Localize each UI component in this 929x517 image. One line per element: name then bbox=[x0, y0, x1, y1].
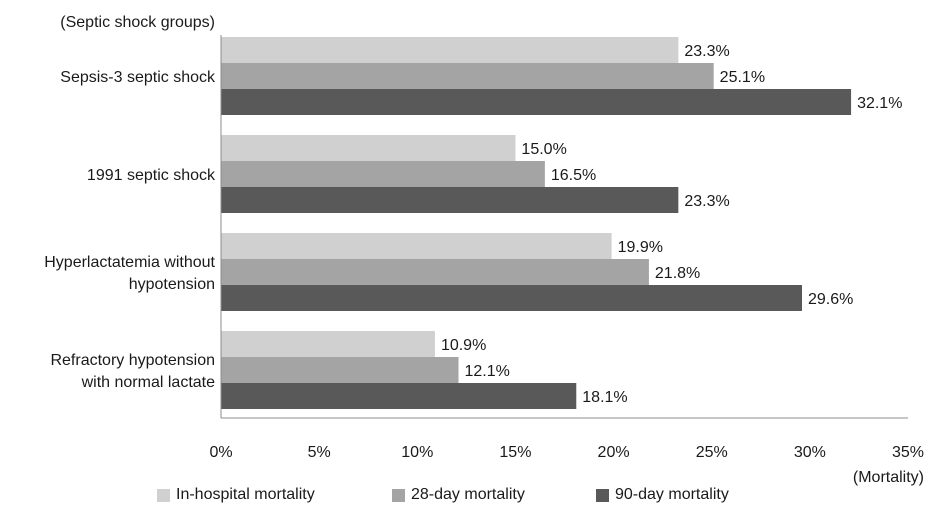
data-label-2-3: 23.3% bbox=[684, 193, 729, 210]
category-label-1: Sepsis-3 septic shock bbox=[60, 69, 216, 86]
legend-label-in-hospital: In-hospital mortality bbox=[176, 486, 315, 503]
legend-label-90-day: 90-day mortality bbox=[615, 486, 729, 503]
x-tick-label-4: 15% bbox=[499, 444, 531, 461]
bar-2-2 bbox=[221, 161, 545, 187]
data-labels-group: 23.3% 25.1% 32.1% 15.0% 16.5% 23.3% 19.9% 21.8%… bbox=[441, 43, 903, 406]
bar-4-1 bbox=[221, 331, 435, 357]
x-tick-label-1: 0% bbox=[209, 444, 232, 461]
legend-item-in-hospital: In-hospital mortality bbox=[157, 486, 315, 504]
category-label-2: 1991 septic shock bbox=[87, 167, 216, 184]
y-axis-title: (Septic shock groups) bbox=[60, 14, 215, 31]
legend: In-hospital mortality 28-day mortality 9… bbox=[0, 486, 929, 510]
x-tick-label-6: 25% bbox=[696, 444, 728, 461]
data-label-3-2: 21.8% bbox=[655, 265, 700, 282]
category-label-4-line-2: with normal lactate bbox=[81, 374, 215, 391]
bar-1-2 bbox=[221, 63, 714, 89]
data-label-3-1: 19.9% bbox=[618, 239, 663, 256]
data-label-2-2: 16.5% bbox=[551, 167, 596, 184]
data-label-3-3: 29.6% bbox=[808, 291, 853, 308]
bar-3-2 bbox=[221, 259, 649, 285]
legend-label-28-day: 28-day mortality bbox=[411, 486, 525, 503]
bar-2-1 bbox=[221, 135, 516, 161]
bar-3-3 bbox=[221, 285, 803, 311]
data-label-4-2: 12.1% bbox=[465, 363, 510, 380]
x-tick-label-8: 35% bbox=[892, 444, 924, 461]
legend-swatch-28-day bbox=[392, 488, 405, 502]
x-tick-labels-group: 0% 5% 10% 15% 20% 25% 30% 35% bbox=[209, 444, 924, 461]
x-tick-label-7: 30% bbox=[794, 444, 826, 461]
bar-4-3 bbox=[221, 383, 577, 409]
bar-2-3 bbox=[221, 187, 679, 213]
data-label-1-3: 32.1% bbox=[857, 95, 902, 112]
data-label-1-1: 23.3% bbox=[684, 43, 729, 60]
bar-3-1 bbox=[221, 233, 612, 259]
bars-group bbox=[221, 37, 852, 409]
data-label-4-3: 18.1% bbox=[582, 389, 627, 406]
category-labels-group: Sepsis-3 septic shock 1991 septic shock Hy… bbox=[44, 69, 216, 391]
data-label-4-1: 10.9% bbox=[441, 337, 486, 354]
x-tick-label-5: 20% bbox=[598, 444, 630, 461]
bar-4-2 bbox=[221, 357, 459, 383]
x-tick-label-2: 5% bbox=[308, 444, 331, 461]
x-axis-title: (Mortality) bbox=[853, 469, 924, 486]
legend-swatch-90-day bbox=[596, 488, 609, 502]
data-label-1-2: 25.1% bbox=[720, 69, 765, 86]
legend-item-90-day: 90-day mortality bbox=[596, 486, 729, 504]
category-label-3-line-2: hypotension bbox=[129, 276, 215, 293]
legend-swatch-in-hospital bbox=[157, 488, 170, 502]
category-label-3-line-1: Hyperlactatemia without bbox=[44, 254, 215, 271]
legend-item-28-day: 28-day mortality bbox=[392, 486, 525, 504]
category-label-4-line-1: Refractory hypotension bbox=[50, 352, 215, 369]
bar-1-1 bbox=[221, 37, 679, 63]
x-tick-label-3: 10% bbox=[401, 444, 433, 461]
bar-1-3 bbox=[221, 89, 852, 115]
data-label-2-1: 15.0% bbox=[521, 141, 566, 158]
